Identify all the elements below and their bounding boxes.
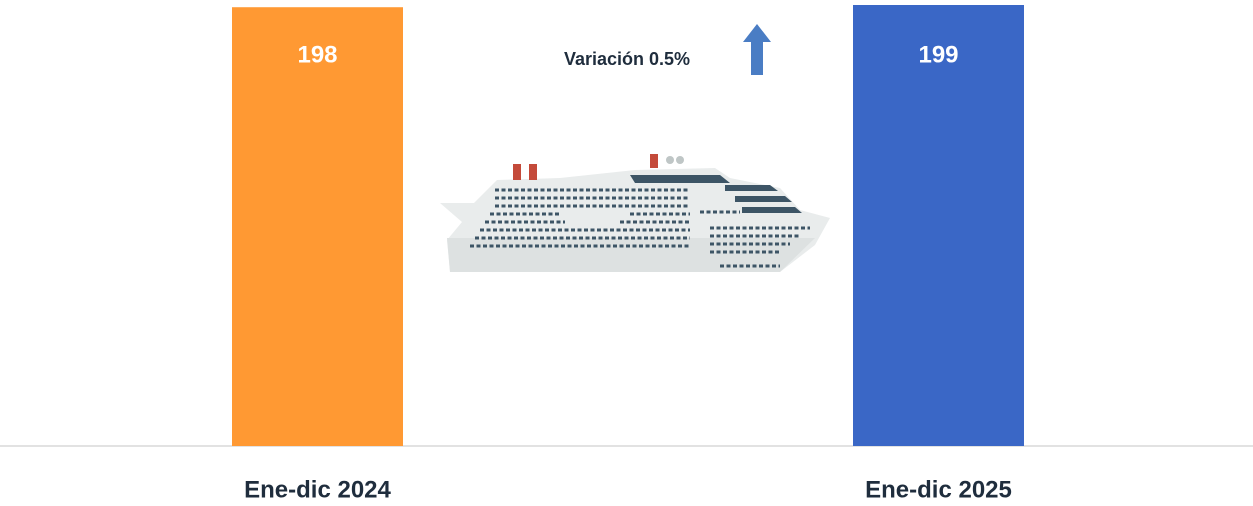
up-arrow [743,24,771,75]
bar [232,7,403,446]
ship-icon [440,154,830,272]
value-label: 199 [918,41,958,68]
category-label: Ene-dic 2024 [244,476,391,503]
category-label: Ene-dic 2025 [865,476,1012,503]
variation-annotation: Variación 0.5% [564,49,690,69]
value-label: 198 [297,41,337,68]
bar [853,5,1024,446]
